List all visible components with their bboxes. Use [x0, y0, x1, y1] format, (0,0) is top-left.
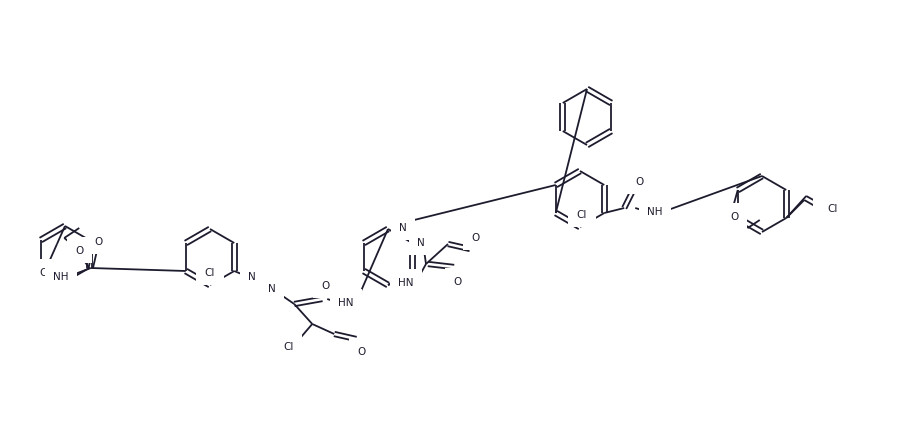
Text: HN: HN: [398, 277, 414, 287]
Text: N: N: [399, 223, 407, 233]
Text: HN: HN: [339, 297, 354, 307]
Text: N: N: [249, 271, 256, 281]
Text: O: O: [471, 233, 479, 243]
Text: Cl: Cl: [577, 210, 588, 220]
Text: O: O: [731, 211, 739, 221]
Text: O: O: [453, 276, 461, 286]
Text: N: N: [269, 283, 276, 293]
Text: Cl: Cl: [827, 204, 837, 214]
Text: NH: NH: [53, 271, 68, 281]
Text: Cl: Cl: [205, 267, 215, 277]
Text: Cl: Cl: [821, 206, 832, 216]
Text: NH: NH: [648, 207, 663, 217]
Text: O: O: [635, 177, 643, 187]
Text: Cl: Cl: [40, 267, 50, 277]
Text: Cl: Cl: [283, 341, 293, 351]
Text: O: O: [95, 237, 103, 247]
Text: N: N: [417, 237, 425, 247]
Text: O: O: [75, 246, 84, 256]
Text: O: O: [321, 280, 330, 290]
Text: O: O: [357, 346, 365, 356]
